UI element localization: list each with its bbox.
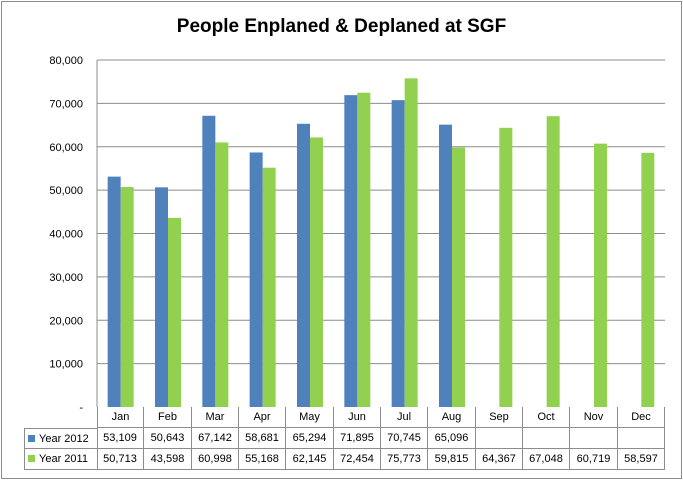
x-tick-label: Mar xyxy=(192,407,239,428)
y-tick-label: 20,000 xyxy=(49,315,83,327)
table-value-cell xyxy=(570,428,618,449)
table-value-cell: 71,895 xyxy=(334,428,381,449)
x-tick-label: Dec xyxy=(618,407,665,428)
y-tick-label: 80,000 xyxy=(49,55,83,67)
legend-entry: Year 2011 xyxy=(24,449,98,470)
bar-2011-may xyxy=(310,137,323,408)
table-value-cell: 60,998 xyxy=(192,449,239,470)
bar-2012-jul xyxy=(391,100,405,408)
gridlines xyxy=(97,59,665,365)
x-tick-label: May xyxy=(286,407,334,428)
bar-2011-dec xyxy=(641,152,655,407)
bar-2011-oct xyxy=(546,116,560,408)
x-tick-label: Jun xyxy=(334,407,381,428)
chart-title: People Enplaned & Deplaned at SGF xyxy=(176,16,507,37)
table-value-cell: 60,719 xyxy=(570,449,618,470)
table-value-cell: 43,598 xyxy=(144,449,192,470)
legend-swatch xyxy=(28,435,35,442)
bar-2012-apr xyxy=(249,152,263,407)
table-value-cell: 67,048 xyxy=(523,449,570,470)
table-value-cell: 50,713 xyxy=(97,449,144,470)
bar-2011-feb xyxy=(168,217,181,407)
table-value-cell: 58,681 xyxy=(239,428,286,449)
bar-2011-jul xyxy=(404,78,418,408)
x-tick-label: Nov xyxy=(570,407,618,428)
table-value-cell xyxy=(476,428,523,449)
table-value-cell: 62,145 xyxy=(286,449,334,470)
bar-2012-may xyxy=(297,123,310,407)
table-value-cell: 65,096 xyxy=(428,428,476,449)
table-value-cell: 67,142 xyxy=(192,428,239,449)
legend-entry: Year 2012 xyxy=(24,428,98,449)
bar-2012-feb xyxy=(155,187,168,407)
table-value-cell xyxy=(523,428,570,449)
y-axis-ticks: - 10,000 20,000 30,000 40,000 50,000 60,000 70,… xyxy=(49,55,83,414)
bar-2011-apr xyxy=(262,167,276,407)
legend-label: Year 2011 xyxy=(39,453,88,465)
table-value-cell xyxy=(618,428,665,449)
legend-swatch xyxy=(28,455,35,462)
table-value-cell: 75,773 xyxy=(381,449,428,470)
x-tick-label: Sep xyxy=(476,407,523,428)
bar-2012-jan xyxy=(107,176,121,407)
table-value-cell: 64,367 xyxy=(476,449,523,470)
bar-2011-sep xyxy=(499,127,513,407)
table-value-cell: 59,815 xyxy=(428,449,476,470)
y-tick-label: 50,000 xyxy=(49,185,83,197)
x-tick-label: Feb xyxy=(144,407,192,428)
table-value-cell: 58,597 xyxy=(618,449,665,470)
table-value-cell: 70,745 xyxy=(381,428,428,449)
x-tick-label: Oct xyxy=(523,407,570,428)
table-value-cell: 65,294 xyxy=(286,428,334,449)
y-tick-label: 60,000 xyxy=(49,142,83,154)
y-tick-label: 10,000 xyxy=(49,359,83,371)
y-tick-label: 40,000 xyxy=(49,229,83,241)
bar-2012-mar xyxy=(202,115,216,407)
x-tick-label: Jul xyxy=(381,407,428,428)
legend-label: Year 2012 xyxy=(39,433,89,445)
x-tick-label: Apr xyxy=(239,407,286,428)
table-value-cell: 55,168 xyxy=(239,449,286,470)
y-tick-label: - xyxy=(79,402,83,414)
y-tick-label: 30,000 xyxy=(49,272,83,284)
x-tick-label: Aug xyxy=(428,407,476,428)
y-tick-label: 70,000 xyxy=(49,98,83,110)
bar-2011-aug xyxy=(452,147,465,408)
x-tick-label: Jan xyxy=(97,407,144,428)
bar-2011-mar xyxy=(215,142,229,407)
bar-2011-nov xyxy=(594,143,607,407)
bar-2011-jan xyxy=(120,187,134,407)
table-value-cell: 53,109 xyxy=(97,428,144,449)
bar-2011-jun xyxy=(357,92,371,407)
table-value-cell: 50,643 xyxy=(144,428,192,449)
bar-2012-aug xyxy=(439,124,452,407)
bars xyxy=(107,78,655,408)
bar-2012-jun xyxy=(344,95,358,407)
table-value-cell: 72,454 xyxy=(334,449,381,470)
